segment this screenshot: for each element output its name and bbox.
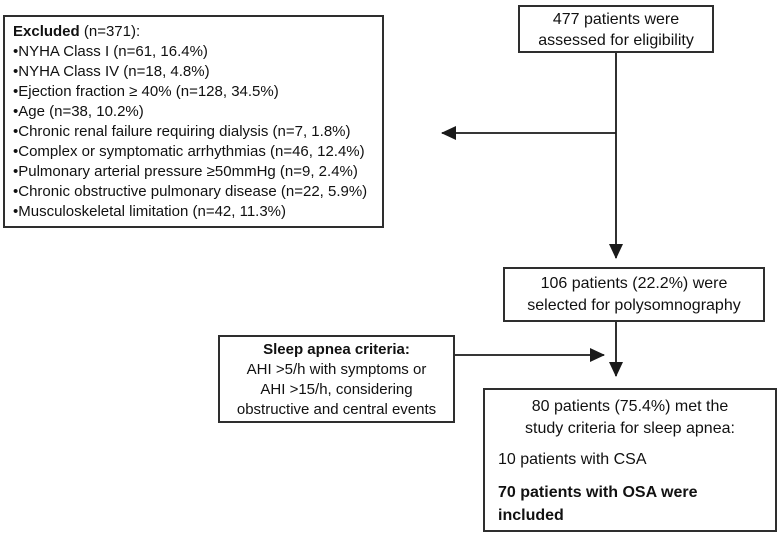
criteria-line: AHI >5/h with symptoms or xyxy=(246,361,427,378)
excluded-title: Excluded (n=371): xyxy=(13,22,374,42)
excluded-item: •NYHA Class I (n=61, 16.4%) xyxy=(13,43,208,60)
assessed-line: 477 patients were xyxy=(552,11,680,28)
outcome-box: 80 patients (75.4%) met the study criter… xyxy=(483,388,777,532)
osa-line-2: included xyxy=(498,507,564,524)
excluded-title-rest: (n=371): xyxy=(79,23,141,40)
selected-line: 106 patients (22.2%) were xyxy=(540,275,728,292)
excluded-item: •Complex or symptomatic arrhythmias (n=4… xyxy=(13,143,365,160)
excluded-item: •Age (n=38, 10.2%) xyxy=(13,103,144,120)
excluded-item: •Musculoskeletal limitation (n=42, 11.3%… xyxy=(13,203,287,220)
selected-line: selected for polysomnography xyxy=(527,297,741,314)
excluded-box: Excluded (n=371): •NYHA Class I (n=61, 1… xyxy=(3,15,384,228)
excluded-item: •NYHA Class IV (n=18, 4.8%) xyxy=(13,63,210,80)
excluded-item: •Ejection fraction ≥ 40% (n=128, 34.5%) xyxy=(13,83,279,100)
criteria-box: Sleep apnea criteria: AHI >5/h with symp… xyxy=(218,335,455,423)
excluded-title-bold: Excluded xyxy=(13,23,80,40)
assessed-box: 477 patients were assessed for eligibili… xyxy=(518,5,714,53)
osa-line: 70 patients with OSA were included xyxy=(498,481,762,527)
osa-line-1: 70 patients with OSA were xyxy=(498,484,698,501)
excluded-item: •Chronic renal failure requiring dialysi… xyxy=(13,123,351,140)
criteria-line: obstructive and central events xyxy=(236,401,437,418)
outcome-line: study criteria for sleep apnea: xyxy=(525,420,735,437)
assessed-line: assessed for eligibility xyxy=(538,32,694,49)
excluded-item: •Chronic obstructive pulmonary disease (… xyxy=(13,183,368,200)
selected-box: 106 patients (22.2%) were selected for p… xyxy=(503,267,765,322)
outcome-line: 80 patients (75.4%) met the xyxy=(531,398,729,415)
csa-line: 10 patients with CSA xyxy=(498,451,647,468)
criteria-line: AHI >15/h, considering xyxy=(260,381,413,398)
criteria-title: Sleep apnea criteria: xyxy=(263,341,410,358)
excluded-item: •Pulmonary arterial pressure ≥50mmHg (n=… xyxy=(13,163,358,180)
